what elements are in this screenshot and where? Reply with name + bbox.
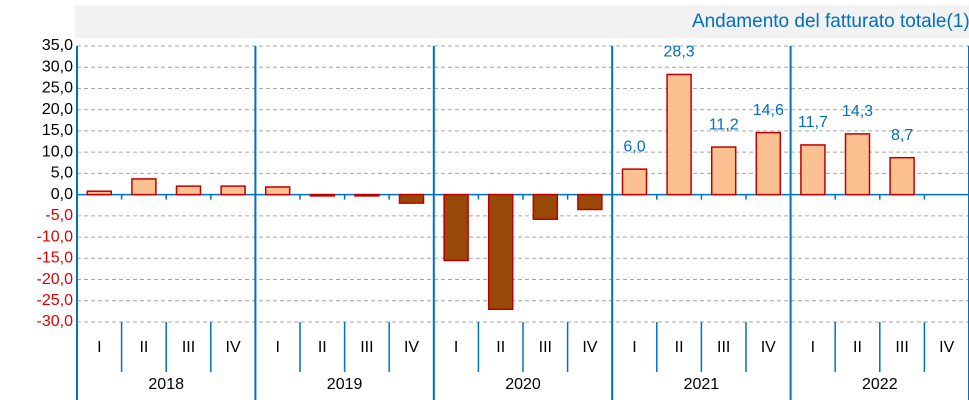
x-tick-label: I bbox=[454, 339, 458, 356]
bar bbox=[354, 193, 380, 197]
x-tick-label: III bbox=[182, 339, 195, 356]
y-tick-label: 10,0 bbox=[42, 143, 73, 160]
bar bbox=[710, 146, 737, 196]
bar bbox=[487, 193, 514, 311]
x-tick-label: I bbox=[275, 339, 279, 356]
y-tick-label: -25,0 bbox=[37, 292, 74, 309]
bar bbox=[889, 156, 915, 196]
y-tick-label: 5,0 bbox=[51, 165, 73, 182]
y-tick-label: 15,0 bbox=[42, 122, 73, 139]
y-tick-label: -30,0 bbox=[37, 313, 74, 330]
x-tick-label: I bbox=[811, 339, 815, 356]
x-tick-label: IV bbox=[404, 339, 419, 356]
x-tick-label: IV bbox=[226, 339, 241, 356]
bar bbox=[800, 144, 826, 196]
x-tick-label: II bbox=[318, 339, 327, 356]
bar bbox=[220, 185, 246, 196]
y-tick-label: 25,0 bbox=[42, 80, 73, 97]
y-tick-label: -20,0 bbox=[37, 271, 74, 288]
y-tick-label: 30,0 bbox=[42, 58, 73, 75]
year-label: 2020 bbox=[505, 376, 541, 393]
year-label: 2018 bbox=[148, 376, 184, 393]
x-tick-label: IV bbox=[761, 339, 776, 356]
data-label: 14,6 bbox=[753, 102, 784, 119]
bar bbox=[175, 185, 202, 196]
data-label: 8,7 bbox=[891, 127, 913, 144]
year-label: 2021 bbox=[684, 376, 720, 393]
x-tick-label: II bbox=[496, 339, 505, 356]
y-tick-label: 0,0 bbox=[51, 186, 73, 203]
x-tick-label: II bbox=[675, 339, 684, 356]
y-tick-label: -15,0 bbox=[37, 250, 74, 267]
bar bbox=[398, 193, 425, 204]
data-label: 14,3 bbox=[842, 103, 873, 120]
y-tick-label: 20,0 bbox=[42, 101, 73, 118]
bar bbox=[309, 193, 336, 197]
year-label: 2022 bbox=[862, 376, 898, 393]
x-tick-label: III bbox=[539, 339, 552, 356]
x-tick-label: I bbox=[632, 339, 636, 356]
y-tick-label: -5,0 bbox=[45, 207, 73, 224]
bar bbox=[532, 193, 559, 220]
x-tick-label: II bbox=[853, 339, 862, 356]
chart-title: Andamento del fatturato totale(1). bbox=[692, 11, 969, 32]
bar bbox=[621, 168, 648, 196]
x-tick-label: IV bbox=[582, 339, 597, 356]
data-label: 28,3 bbox=[664, 44, 695, 61]
bar bbox=[443, 193, 469, 262]
x-tick-label: III bbox=[360, 339, 373, 356]
bar bbox=[131, 178, 157, 196]
title-band bbox=[75, 5, 969, 38]
x-tick-label: III bbox=[895, 339, 908, 356]
bar bbox=[577, 193, 603, 211]
x-tick-label: I bbox=[97, 339, 101, 356]
bar bbox=[666, 73, 692, 196]
bar bbox=[86, 190, 113, 196]
bar bbox=[755, 131, 782, 196]
y-tick-label: -10,0 bbox=[37, 228, 74, 245]
data-label: 11,7 bbox=[798, 114, 828, 131]
data-label: 6,0 bbox=[623, 138, 645, 155]
bar bbox=[264, 186, 291, 196]
x-tick-label: II bbox=[139, 339, 148, 356]
x-tick-label: IV bbox=[939, 339, 954, 356]
x-tick-label: III bbox=[717, 339, 730, 356]
bar bbox=[844, 133, 871, 196]
data-label: 11,2 bbox=[709, 116, 739, 133]
y-tick-label: 35,0 bbox=[42, 37, 73, 54]
year-label: 2019 bbox=[327, 376, 363, 393]
